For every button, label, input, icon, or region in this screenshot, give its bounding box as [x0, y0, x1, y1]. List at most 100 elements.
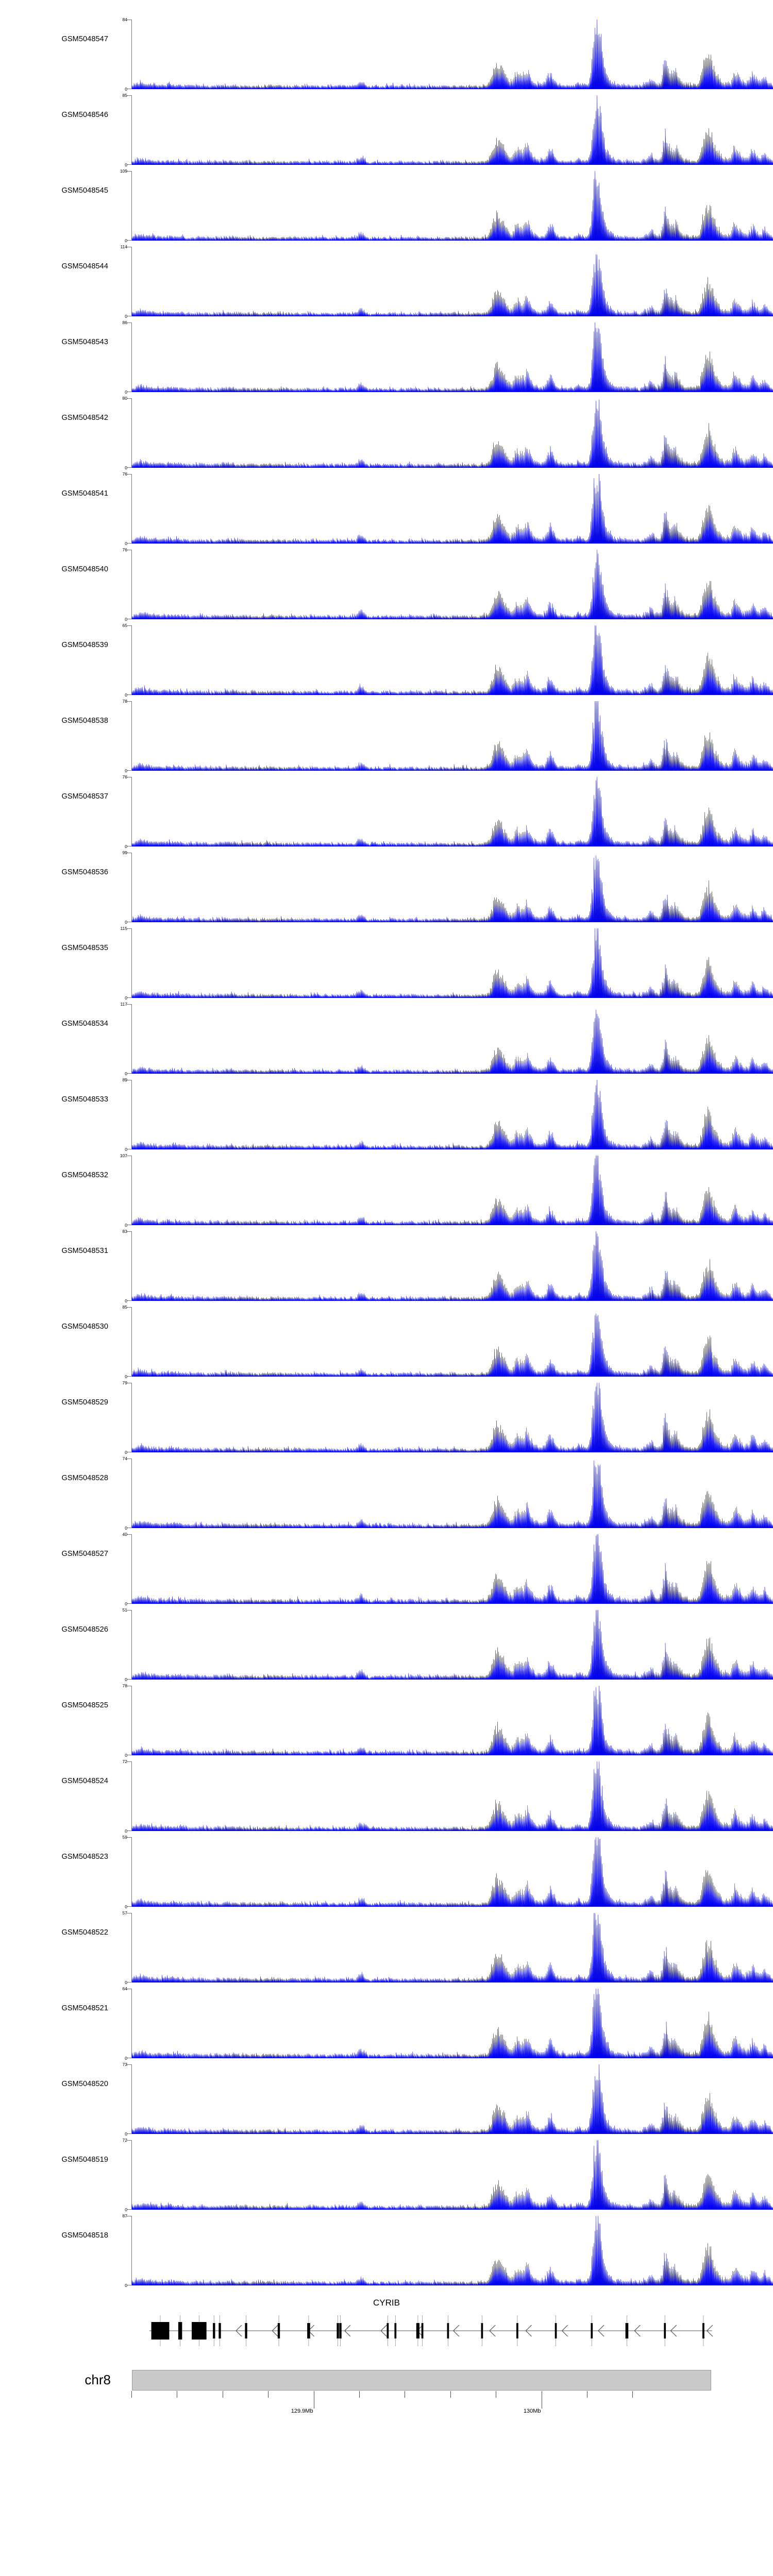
y-axis-min-label: 0 [125, 2282, 127, 2288]
coverage-track: GSM5048544 114 0 [0, 245, 773, 318]
track-y-axis: 65 0 [123, 623, 773, 697]
track-sample-label: GSM5048520 [61, 2079, 108, 2088]
y-axis-max-label: 84 [122, 17, 127, 22]
coverage-track: GSM5048523 59 0 [0, 1835, 773, 1909]
coverage-track: GSM5048533 89 0 [0, 1078, 773, 1151]
coverage-track: GSM5048522 57 0 [0, 1910, 773, 1985]
y-axis-min-label: 0 [125, 86, 127, 92]
track-sample-label: GSM5048543 [61, 337, 108, 346]
y-axis-max-label: 64 [122, 1986, 127, 1991]
y-axis-tick-max [127, 1610, 132, 1611]
y-axis-tick-max [127, 1534, 132, 1535]
track-y-axis: 86 0 [123, 320, 773, 394]
track-sample-label: GSM5048522 [61, 1928, 108, 1937]
coverage-track: GSM5048538 78 0 [0, 699, 773, 773]
chromosome-label: chr8 [85, 2372, 111, 2387]
y-axis-tick-max [127, 398, 132, 399]
y-axis-min-label: 0 [125, 1222, 127, 1228]
y-axis-min-label: 0 [125, 1601, 127, 1606]
track-y-axis: 74 0 [123, 1456, 773, 1530]
track-sample-label: GSM5048536 [61, 868, 108, 876]
y-axis-line [131, 1156, 132, 1225]
coverage-track: GSM5048539 65 0 [0, 623, 773, 697]
y-axis-tick-min [127, 1300, 132, 1301]
track-y-axis: 78 0 [123, 1684, 773, 1757]
y-axis-max-label: 65 [122, 623, 127, 628]
coverage-track: GSM5048535 115 0 [0, 926, 773, 1000]
y-axis-min-label: 0 [125, 2055, 127, 2061]
coverage-plot-area [132, 1156, 773, 1225]
y-axis-line [131, 1004, 132, 1074]
y-axis-max-label: 76 [122, 774, 127, 779]
coverage-track: GSM5048546 85 0 [0, 93, 773, 167]
y-axis-min-label: 0 [125, 2131, 127, 2137]
coverage-plot-area [132, 1837, 773, 1907]
y-axis-tick-max [127, 1231, 132, 1232]
track-sample-label: GSM5048519 [61, 2155, 108, 2164]
track-sample-label: GSM5048523 [61, 1852, 108, 1861]
track-sample-label: GSM5048542 [61, 413, 108, 422]
y-axis-tick-min [127, 694, 132, 695]
y-axis-line [131, 20, 132, 89]
coverage-plot-area [132, 171, 773, 241]
track-y-axis: 51 0 [123, 1608, 773, 1682]
y-axis-max-label: 72 [122, 1759, 127, 1764]
y-axis-min-label: 0 [125, 1298, 127, 1303]
y-axis-line [131, 550, 132, 619]
coverage-plot-area [132, 928, 773, 998]
track-y-axis: 89 0 [123, 1078, 773, 1151]
coverage-plot-area [132, 1761, 773, 1831]
coverage-plot-area [132, 853, 773, 922]
ideogram-bar [132, 2370, 711, 2391]
y-axis-min-label: 0 [125, 389, 127, 395]
track-sample-label: GSM5048526 [61, 1625, 108, 1634]
y-axis-line [131, 2064, 132, 2134]
coverage-plot-area [132, 550, 773, 619]
track-y-axis: 85 0 [123, 1305, 773, 1379]
y-axis-line [131, 1534, 132, 1604]
y-axis-max-label: 107 [120, 1153, 127, 1158]
track-y-axis: 72 0 [123, 1759, 773, 1833]
y-axis-line [131, 398, 132, 468]
track-sample-label: GSM5048544 [61, 262, 108, 270]
y-axis-line [131, 1080, 132, 1149]
gene-name-label: CYRIB [373, 2298, 400, 2308]
coverage-plot-area [132, 1913, 773, 1982]
track-sample-label: GSM5048521 [61, 2004, 108, 2012]
track-y-axis: 83 0 [123, 1229, 773, 1303]
track-y-axis: 59 0 [123, 1835, 773, 1909]
track-y-axis: 87 0 [123, 2214, 773, 2287]
y-axis-line [131, 1307, 132, 1377]
track-y-axis: 117 0 [120, 1002, 773, 1076]
y-axis-line [131, 247, 132, 316]
coverage-plot-area [132, 1231, 773, 1301]
genome-coordinate-axis: 129.9Mb 130Mb [131, 2391, 773, 2422]
track-y-axis: 40 0 [123, 1532, 773, 1606]
y-axis-line [131, 928, 132, 998]
y-axis-line [131, 171, 132, 241]
coverage-track: GSM5048547 84 0 [0, 17, 773, 92]
coverage-plot-area [132, 2064, 773, 2134]
y-axis-tick-min [127, 543, 132, 544]
coverage-plot-area [132, 2216, 773, 2285]
coverage-plot-area [132, 2140, 773, 2210]
y-axis-line [131, 1837, 132, 1907]
track-y-axis: 99 0 [123, 851, 773, 924]
coverage-track: GSM5048536 99 0 [0, 851, 773, 924]
y-axis-min-label: 0 [125, 162, 127, 167]
y-axis-tick-max [127, 2064, 132, 2065]
y-axis-tick-max [127, 1004, 132, 1005]
y-axis-max-label: 57 [122, 1910, 127, 1916]
y-axis-line [131, 1231, 132, 1301]
track-y-axis: 79 0 [123, 1381, 773, 1454]
coverage-plot-area [132, 247, 773, 316]
y-axis-max-label: 51 [122, 1607, 127, 1613]
y-axis-max-label: 40 [122, 1532, 127, 1537]
coverage-track: GSM5048525 78 0 [0, 1684, 773, 1757]
track-y-axis: 78 0 [123, 699, 773, 773]
coverage-plot-area [132, 1534, 773, 1604]
track-sample-label: GSM5048540 [61, 565, 108, 573]
y-axis-line [131, 1761, 132, 1831]
y-axis-tick-max [127, 171, 132, 172]
